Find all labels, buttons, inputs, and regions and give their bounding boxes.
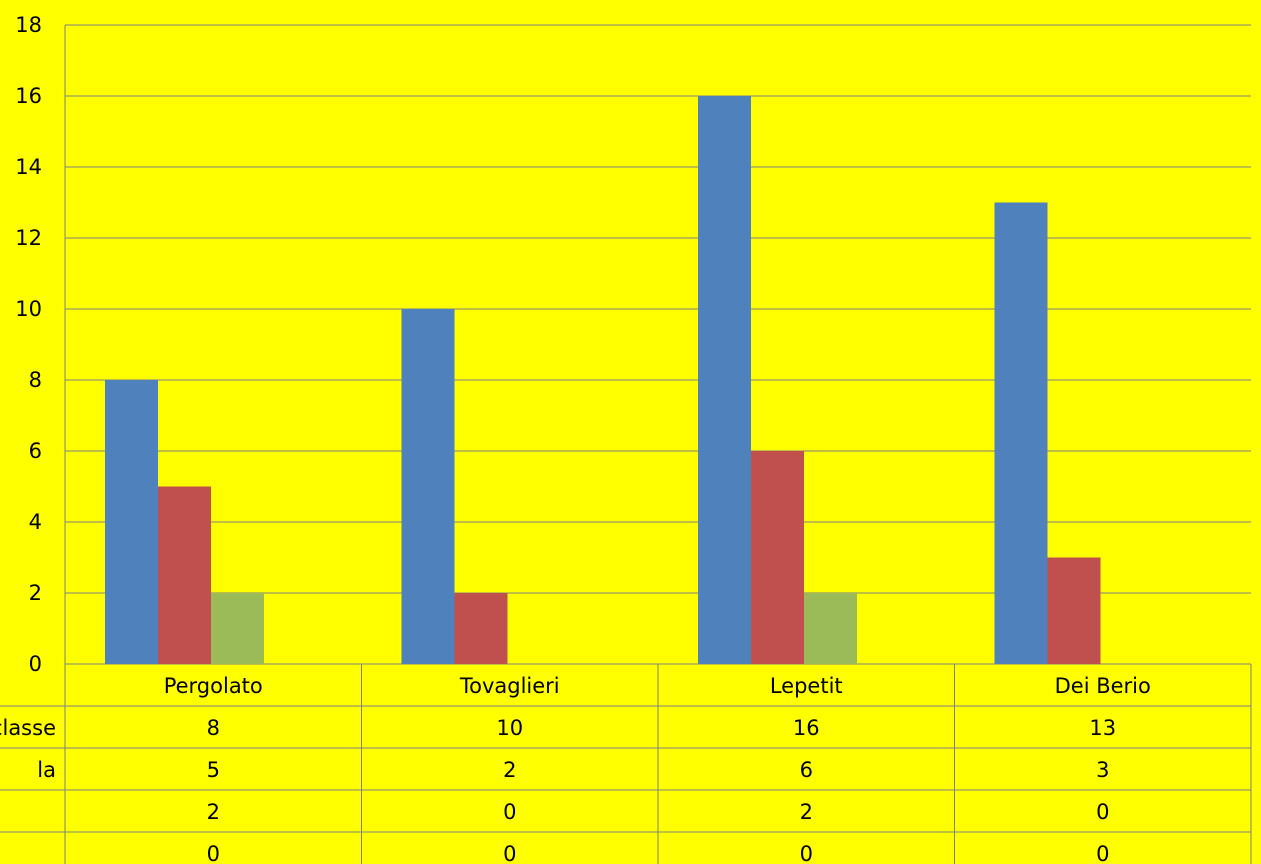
table-cell-value: 0	[503, 842, 516, 864]
data-table: Pergolato Tovaglieri Lepetit Dei Berio class…	[0, 664, 1252, 864]
category-label: Tovaglieri	[459, 674, 560, 698]
series-row-label: classe	[0, 716, 56, 740]
bar	[994, 202, 1048, 664]
table-cell-value: 16	[793, 716, 820, 740]
table-cell-value: 5	[207, 758, 220, 782]
table-cell-value: 10	[496, 716, 523, 740]
bar	[211, 593, 264, 664]
gridlines	[65, 24, 1251, 594]
y-tick-label: 0	[29, 652, 42, 676]
table-cell-value: 2	[503, 758, 516, 782]
table-cell-value: 6	[800, 758, 813, 782]
bar	[698, 96, 751, 664]
table-cell-value: 0	[1096, 800, 1109, 824]
category-label: Pergolato	[164, 674, 263, 698]
table-cell-value: 0	[503, 800, 516, 824]
bars	[105, 96, 1101, 664]
table-cell-value: 3	[1096, 758, 1109, 782]
y-tick-label: 2	[29, 581, 42, 605]
y-tick-label: 12	[15, 226, 42, 250]
table-cell-value: 2	[207, 800, 220, 824]
bar	[751, 451, 804, 664]
y-tick-label: 14	[15, 155, 42, 179]
y-tick-label: 4	[29, 510, 42, 534]
bar	[804, 593, 857, 664]
y-tick-label: 10	[15, 297, 42, 321]
y-tick-label: 8	[29, 368, 42, 392]
table-cell-value: 13	[1089, 716, 1116, 740]
y-tick-label: 18	[15, 13, 42, 37]
bar	[454, 593, 508, 664]
table-cell-value: 0	[207, 842, 220, 864]
bar	[401, 309, 455, 664]
y-tick-label: 6	[29, 439, 42, 463]
series-row-label: la	[37, 758, 56, 782]
category-label: Lepetit	[770, 674, 843, 698]
bar	[158, 486, 211, 664]
y-tick-label: 16	[15, 84, 42, 108]
table-cell-value: 0	[1096, 842, 1109, 864]
table-cell-value: 0	[800, 842, 813, 864]
category-label: Dei Berio	[1055, 674, 1151, 698]
table-cell-value: 2	[800, 800, 813, 824]
bar	[1047, 557, 1101, 664]
bar	[105, 380, 158, 664]
table-cell-value: 8	[207, 716, 220, 740]
